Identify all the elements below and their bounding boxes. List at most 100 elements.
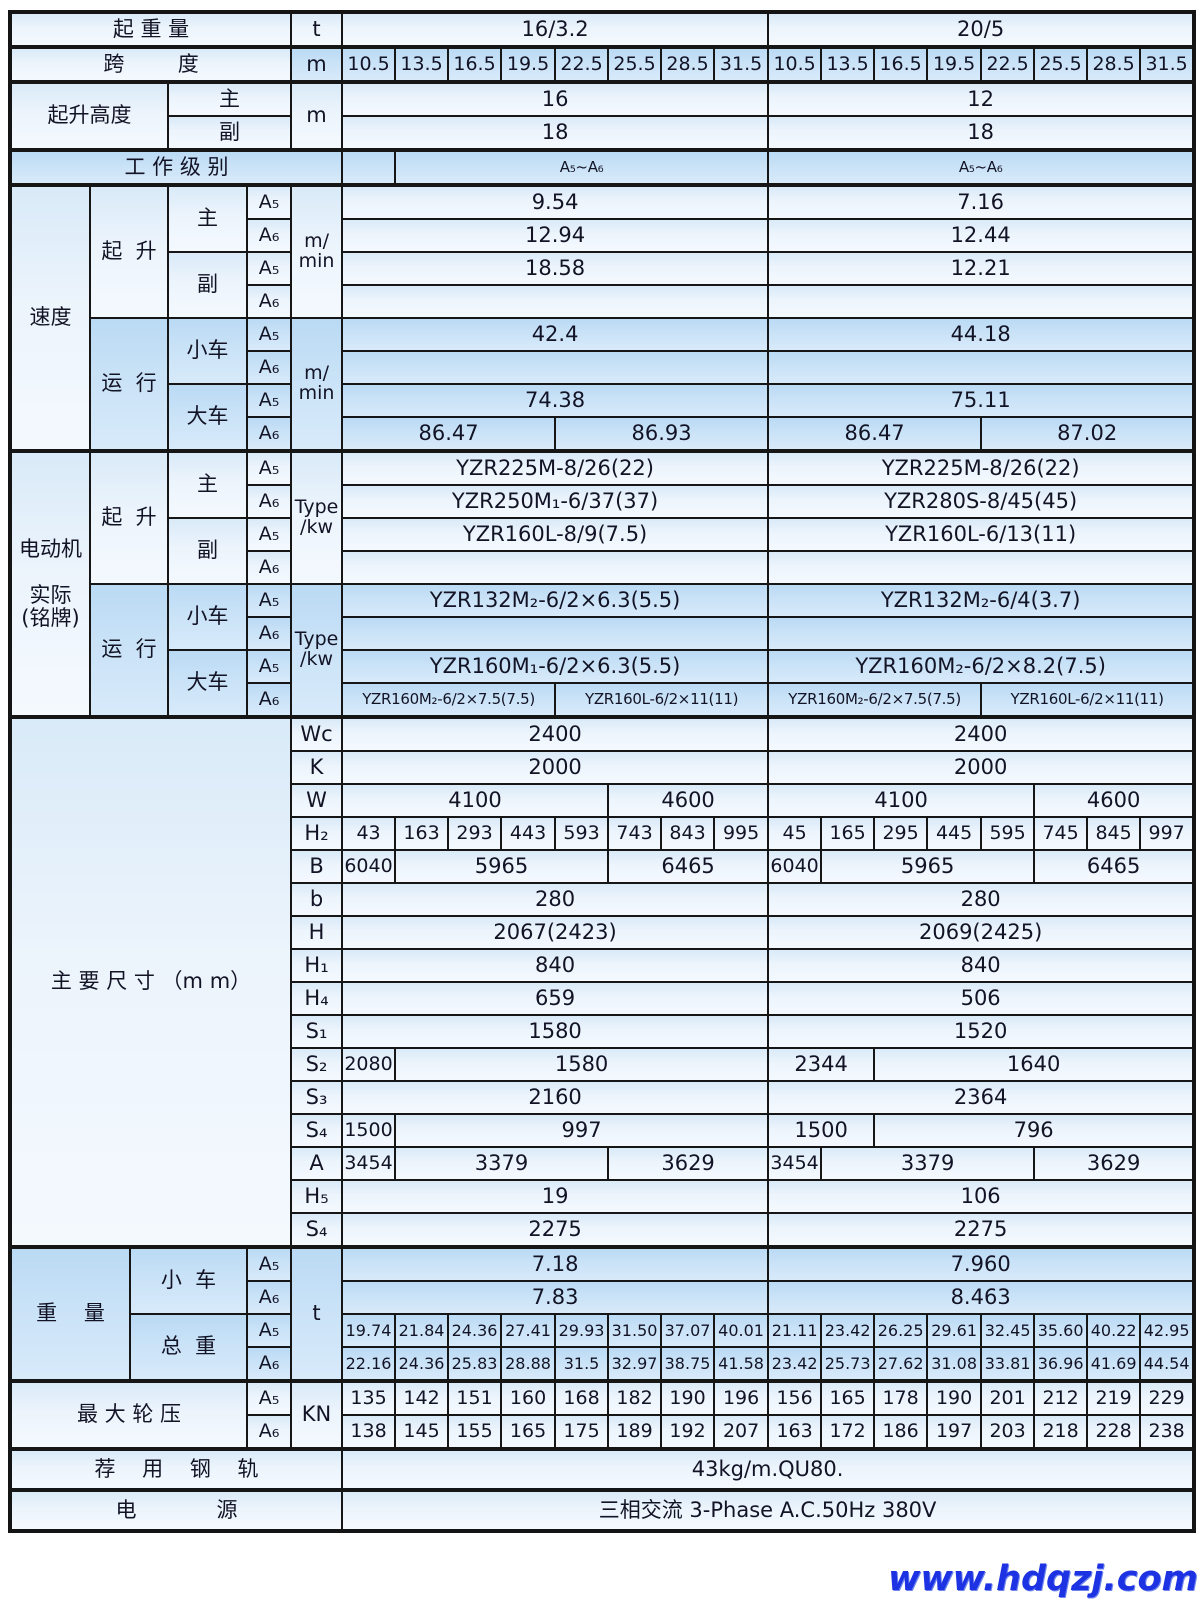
value-cell — [767, 616, 1196, 651]
row-label-cell: 主 要 尺 寸 （m m） — [8, 715, 293, 1248]
value-cell: YZR250M₁-6/37(37) — [341, 484, 770, 519]
value-cell: 2344 — [767, 1047, 876, 1082]
unit-cell: K — [290, 750, 344, 785]
value-cell: 3379 — [394, 1146, 610, 1181]
value-cell: 2275 — [341, 1212, 770, 1248]
value-cell: 7.960 — [767, 1245, 1196, 1282]
unit-cell: Wc — [290, 715, 344, 752]
row-label-cell: 最 大 轮 压 — [9, 1379, 248, 1450]
value-cell: 106 — [767, 1179, 1196, 1214]
value-cell: 22.5 — [554, 45, 610, 83]
row-label-cell: 主 — [167, 449, 248, 519]
value-cell: 1580 — [341, 1014, 770, 1049]
value-cell: 32.97 — [607, 1346, 663, 1382]
value-cell: 12.21 — [767, 251, 1196, 286]
value-cell: 228 — [1086, 1414, 1142, 1450]
value-cell: 280 — [341, 882, 770, 917]
value-cell: 25.5 — [1033, 45, 1089, 83]
value-cell: 19.74 — [341, 1313, 397, 1348]
value-cell: 155 — [447, 1414, 503, 1450]
value-cell: YZR225M-8/26(22) — [767, 449, 1196, 486]
value-cell: A₆ — [245, 1346, 293, 1382]
row-label-cell: 运 行 — [89, 583, 169, 718]
value-cell: 219 — [1086, 1379, 1142, 1416]
value-cell: 41.58 — [713, 1346, 770, 1382]
value-cell: 2080 — [341, 1047, 397, 1082]
value-cell: 997 — [1139, 816, 1196, 851]
row-label-cell: 工 作 级 别 — [8, 148, 344, 186]
value-cell: 7.83 — [341, 1280, 770, 1315]
value-cell: YZR160L-8/9(7.5) — [341, 517, 770, 552]
value-cell: A₅ — [245, 383, 293, 418]
value-cell: 42.95 — [1139, 1313, 1196, 1348]
value-cell: 3629 — [1033, 1146, 1196, 1181]
value-cell: YZR132M₂-6/2×6.3(5.5) — [341, 583, 770, 618]
value-cell: A₆ — [245, 416, 293, 452]
value-cell: 840 — [767, 948, 1196, 983]
value-cell: 218 — [1033, 1414, 1089, 1450]
value-cell: 2400 — [341, 715, 770, 752]
value-cell: YZR160M₂-6/2×7.5(7.5) — [341, 682, 557, 718]
unit-cell: S₄ — [290, 1113, 344, 1148]
row-label-cell: 小 车 — [129, 1245, 248, 1315]
value-cell: 5965 — [394, 849, 610, 884]
value-cell: 745 — [1033, 816, 1089, 851]
value-cell: 189 — [607, 1414, 663, 1450]
value-cell: 25.73 — [820, 1346, 876, 1382]
value-cell: 29.61 — [926, 1313, 983, 1348]
value-cell: 19.5 — [926, 45, 983, 83]
value-cell: 197 — [926, 1414, 983, 1450]
value-cell: A₅~A₆ — [767, 148, 1196, 186]
value-cell: 2400 — [767, 715, 1196, 752]
value-cell: 40.22 — [1086, 1313, 1142, 1348]
value-cell: 165 — [820, 816, 876, 851]
value-cell: A₅ — [245, 449, 293, 486]
value-cell: 43 — [341, 816, 397, 851]
value-cell: 845 — [1086, 816, 1142, 851]
row-label-cell: 副 — [167, 517, 248, 585]
value-cell: 29.93 — [554, 1313, 610, 1348]
value-cell: 3454 — [341, 1146, 397, 1181]
value-cell: 295 — [873, 816, 929, 851]
value-cell: YZR160L-6/13(11) — [767, 517, 1196, 552]
value-cell: 443 — [500, 816, 557, 851]
value-cell: 3454 — [767, 1146, 823, 1181]
value-cell: 43kg/m.QU80. — [341, 1447, 1196, 1491]
value-cell: 86.47 — [767, 416, 983, 452]
value-cell: 31.08 — [926, 1346, 983, 1382]
value-cell: 659 — [341, 981, 770, 1016]
value-cell: 24.36 — [394, 1346, 450, 1382]
value-cell: YZR160M₂-6/2×7.5(7.5) — [767, 682, 983, 718]
value-cell: A₆ — [245, 1280, 293, 1315]
row-label-cell: 重 量 — [9, 1245, 131, 1382]
value-cell: 86.47 — [341, 416, 557, 452]
row-label-cell: 小车 — [167, 583, 248, 651]
value-cell: 12.44 — [767, 218, 1196, 253]
value-cell: 19.5 — [500, 45, 557, 83]
value-cell: 186 — [873, 1414, 929, 1450]
value-cell: 4100 — [767, 783, 1036, 818]
unit-cell: H₂ — [290, 816, 344, 851]
value-cell: 151 — [447, 1379, 503, 1416]
row-label-cell: 小车 — [167, 317, 248, 385]
value-cell: 75.11 — [767, 383, 1196, 418]
value-cell: 25.5 — [607, 45, 663, 83]
value-cell: 2067(2423) — [341, 915, 770, 950]
value-cell: 1520 — [767, 1014, 1196, 1049]
value-cell: 843 — [660, 816, 716, 851]
value-cell: 18 — [767, 115, 1196, 151]
value-cell: YZR280S-8/45(45) — [767, 484, 1196, 519]
value-cell: A₅ — [245, 583, 293, 618]
unit-cell: m — [290, 80, 344, 151]
value-cell: 31.5 — [1139, 45, 1196, 83]
value-cell: 21.11 — [767, 1313, 823, 1348]
value-cell: 6040 — [767, 849, 823, 884]
value-cell: 2364 — [767, 1080, 1196, 1115]
value-cell: 41.69 — [1086, 1346, 1142, 1382]
value-cell: 165 — [820, 1379, 876, 1416]
value-cell: 23.42 — [767, 1346, 823, 1382]
value-cell: A₅ — [245, 1313, 293, 1348]
value-cell: 18.58 — [341, 251, 770, 286]
unit-cell: m — [290, 45, 344, 83]
